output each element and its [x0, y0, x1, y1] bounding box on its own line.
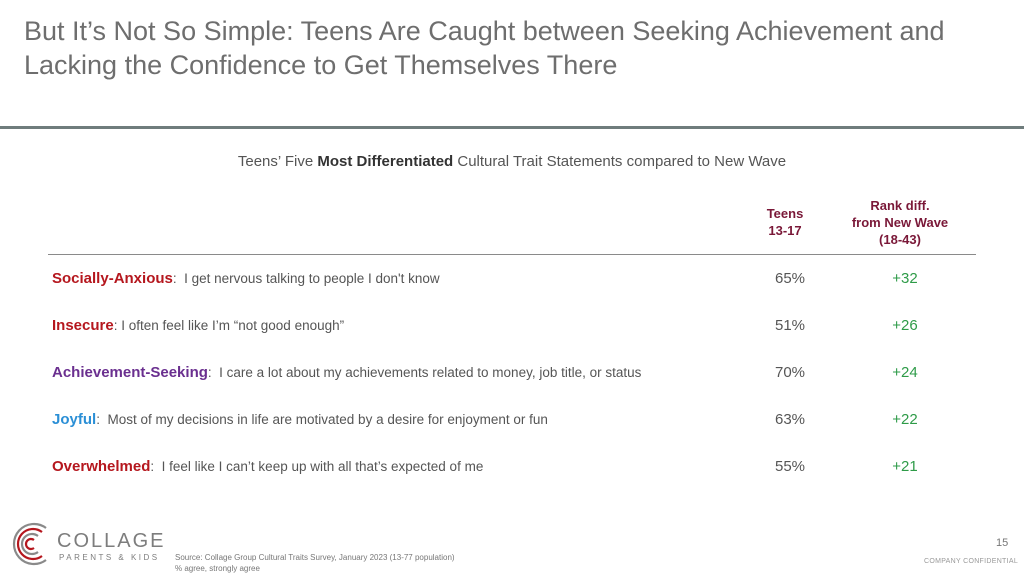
page-number: 15 [996, 537, 1009, 549]
trait-separator: : [113, 318, 118, 333]
teens-percent: 65% [774, 270, 806, 287]
column-header-rank-line: Rank diff. [870, 198, 930, 213]
statement-text: I get nervous talking to people I don't … [176, 271, 440, 286]
trait-separator: : [96, 412, 100, 427]
source-note: Source: Collage Group Cultural Traits Su… [175, 552, 455, 574]
trait-separator: : [207, 365, 212, 380]
table-row: Overwhelmed: I feel like I can’t keep up… [52, 458, 982, 484]
subtitle-suffix: Cultural Trait Statements compared to Ne… [453, 153, 787, 170]
table-row: Achievement-Seeking: I care a lot about … [52, 364, 982, 390]
table-row: Socially-Anxious: I get nervous talking … [52, 270, 982, 296]
teens-percent: 63% [774, 411, 806, 428]
source-line: % agree, strongly agree [175, 564, 260, 573]
column-header-rank-line: (18-43) [879, 232, 921, 247]
table-header-rule [48, 254, 976, 255]
slide-title: But It’s Not So Simple: Teens Are Caught… [24, 16, 945, 80]
trait-label: Joyful [52, 411, 97, 428]
confidential-label: COMPANY CONFIDENTIAL [924, 558, 1019, 565]
teens-percent: 70% [774, 364, 806, 381]
source-line: Source: Collage Group Cultural Traits Su… [175, 553, 455, 562]
logo-wordmark: COLLAGE [57, 530, 166, 552]
table-row: Joyful: Most of my decisions in life are… [52, 411, 982, 437]
trait-separator: : [172, 271, 177, 286]
subtitle-bold: Most Differentiated [317, 153, 454, 170]
trait-label: Overwhelmed [52, 458, 151, 475]
trait-label: Socially-Anxious [52, 270, 173, 287]
subtitle-prefix: Teens’ Five [237, 153, 318, 170]
teens-percent: 55% [774, 458, 806, 475]
rank-diff-value: +32 [892, 270, 918, 287]
row-statement: Socially-Anxious: I get nervous talking … [52, 270, 440, 287]
trait-label: Insecure [52, 317, 114, 334]
statement-text: I feel like I can’t keep up with all tha… [154, 459, 484, 474]
row-statement: Joyful: Most of my decisions in life are… [52, 411, 548, 428]
logo-tagline: PARENTS & KIDS [59, 553, 160, 562]
row-statement: Achievement-Seeking: I care a lot about … [52, 364, 641, 381]
statement-text: I care a lot about my achievements relat… [211, 365, 642, 380]
trait-label: Achievement-Seeking [52, 364, 208, 381]
rank-diff-value: +24 [892, 364, 918, 381]
column-header-teens-line: Teens [766, 206, 804, 221]
statement-text: I often feel like I’m “not good enough” [117, 318, 345, 333]
column-header-teens: Teens 13-17 [745, 205, 825, 239]
row-statement: Insecure: I often feel like I’m “not goo… [52, 317, 344, 334]
column-header-rank-line: from New Wave [851, 215, 949, 230]
column-header-teens-line: 13-17 [768, 223, 802, 238]
teens-percent: 51% [774, 317, 806, 334]
collage-logo-icon [12, 522, 47, 566]
trait-separator: : [150, 459, 155, 474]
rank-diff-value: +22 [892, 411, 918, 428]
column-header-rank-diff: Rank diff. from New Wave (18-43) [840, 197, 960, 248]
rank-diff-value: +21 [892, 458, 918, 475]
row-statement: Overwhelmed: I feel like I can’t keep up… [52, 458, 483, 475]
title-divider [0, 126, 1024, 129]
rank-diff-value: +26 [892, 317, 918, 334]
statement-text: Most of my decisions in life are motivat… [99, 412, 548, 427]
table-subtitle: Teens’ Five Most Differentiated Cultural… [0, 153, 1024, 170]
table-row: Insecure: I often feel like I’m “not goo… [52, 317, 982, 343]
